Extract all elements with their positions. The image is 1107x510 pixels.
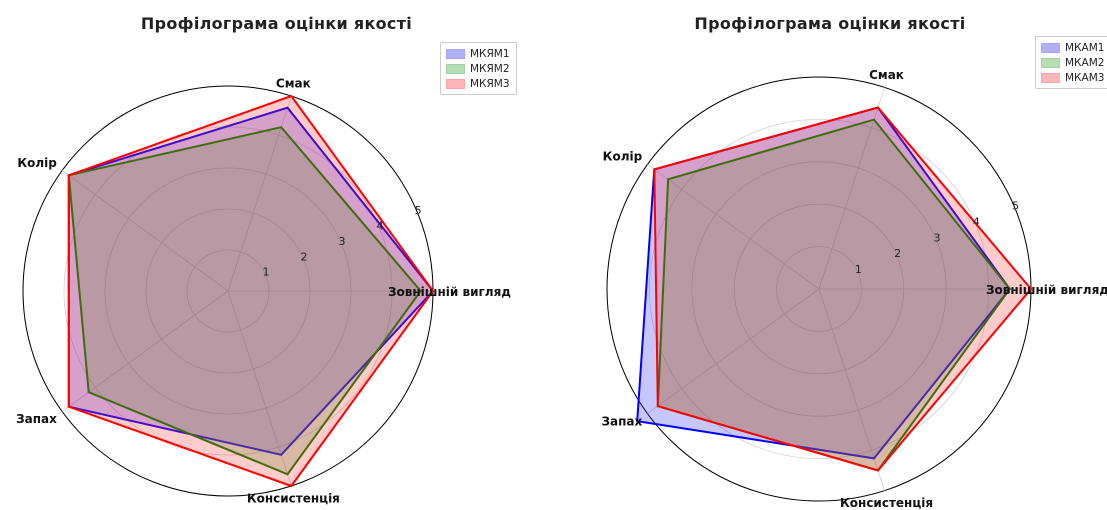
radial-tick-label: 3 [933, 231, 940, 244]
chart-legend: МКАМ1 МКАМ2 МКАМ3 [1035, 36, 1107, 89]
chart-title: Профілограма оцінки якості [694, 14, 966, 33]
grid-spoke [227, 290, 292, 487]
radial-tick-label: 2 [894, 247, 901, 260]
radar-plot: 1 2 3 4 5 Зовнішній вигляд Смак Колір Запах Конси… [601, 68, 1107, 510]
grid-spoke [647, 288, 820, 414]
legend-swatch-series-2 [446, 63, 465, 74]
category-label: Консистенція [247, 491, 340, 505]
category-label: Смак [869, 68, 904, 82]
grid-spoke [61, 170, 229, 292]
radial-tick-label: 5 [1012, 200, 1019, 213]
legend-swatch-series-1 [1041, 42, 1060, 53]
radial-tick-label: 4 [973, 215, 980, 228]
legend-label: МКАМ2 [1065, 56, 1105, 69]
category-label: Смак [276, 77, 311, 91]
series-polygon [656, 118, 1012, 472]
series-polygon [67, 126, 422, 476]
legend-item: МКАМ1 [1041, 40, 1104, 55]
grid-spoke [818, 288, 885, 491]
category-label: Запах [601, 414, 642, 428]
legend-item: МКЯМ1 [446, 46, 510, 61]
radial-tick-label: 1 [263, 266, 270, 279]
legend-label: МКЯМ1 [470, 47, 510, 60]
radar-chart-right: Профілограма оцінки якості 1 2 3 4 5 Зовнішні… [553, 0, 1107, 510]
radial-tick-label: 2 [301, 250, 308, 263]
legend-swatch-series-2 [1041, 57, 1060, 68]
chart-title: Профілограма оцінки якості [140, 14, 413, 33]
grid-spoke [61, 290, 229, 412]
category-label: Зовнішній вигляд [986, 283, 1107, 297]
series-polygon [653, 106, 1033, 472]
grid-spoke [227, 95, 292, 292]
grid-spoke [647, 164, 820, 290]
legend-swatch-series-3 [1041, 72, 1060, 83]
series-polygon [67, 94, 435, 488]
radial-tick-label: 4 [377, 220, 384, 233]
legend-label: МКАМ1 [1065, 41, 1105, 54]
legend-item: МКЯМ3 [446, 76, 510, 91]
category-label: Колір [17, 156, 57, 170]
series-polygon [636, 106, 1012, 460]
grid-spoke [818, 87, 885, 290]
legend-item: МКЯМ2 [446, 61, 510, 76]
legend-label: МКЯМ3 [470, 77, 510, 90]
category-label: Запах [16, 412, 57, 426]
category-label: Консистенція [840, 496, 933, 510]
radial-tick-label: 3 [339, 235, 346, 248]
radial-tick-label: 5 [415, 204, 422, 217]
chart-legend: МКЯМ1 МКЯМ2 МКЯМ3 [440, 42, 517, 95]
legend-item: МКАМ2 [1041, 55, 1104, 70]
category-label: Зовнішній вигляд [388, 285, 511, 299]
legend-swatch-series-1 [446, 48, 465, 59]
radar-chart-left: Профілограма оцінки якості 1 2 3 4 5 Зовнішні… [0, 0, 553, 510]
legend-label: МКАМ3 [1065, 71, 1105, 84]
legend-item: МКАМ3 [1041, 70, 1104, 85]
legend-label: МКЯМ2 [470, 62, 510, 75]
legend-swatch-series-3 [446, 78, 465, 89]
category-label: Колір [603, 150, 643, 164]
radial-tick-label: 1 [855, 263, 862, 276]
radar-plot: 1 2 3 4 5 Зовнішній вигляд Смак Колір Запах Конси… [16, 77, 511, 506]
